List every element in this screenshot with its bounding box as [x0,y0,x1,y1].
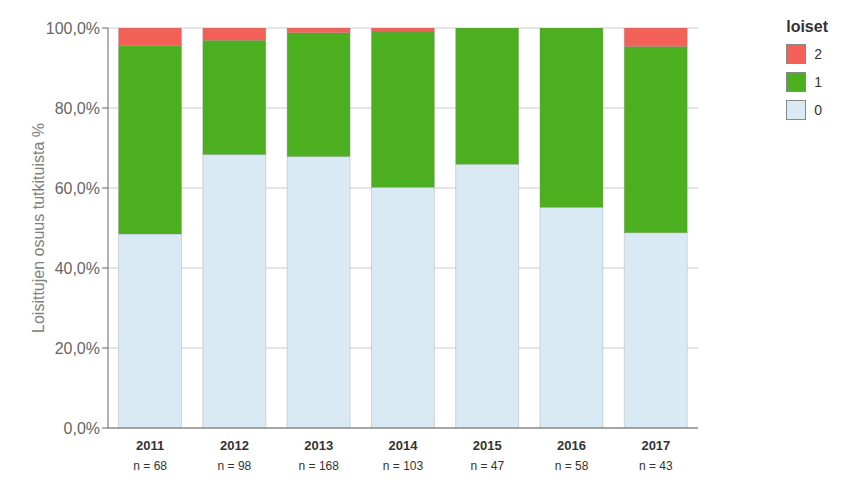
svg-text:n = 168: n = 168 [299,459,340,473]
html-text:loiset: loiset [786,18,828,35]
svg-text:n = 68: n = 68 [133,459,167,473]
svg-text:2017: 2017 [641,438,670,453]
svg-text:20,0%: 20,0% [55,340,100,357]
svg-text:2011: 2011 [136,438,164,453]
svg-text:n = 58: n = 58 [555,459,589,473]
html-text:2: 2 [814,46,822,62]
html-text:0: 0 [814,102,822,118]
svg-text:n = 47: n = 47 [470,459,504,473]
svg-text:2015: 2015 [473,438,502,453]
svg-text:60,0%: 60,0% [55,180,100,197]
svg-text:100,0%: 100,0% [46,20,100,37]
svg-text:n = 43: n = 43 [639,459,673,473]
svg-text:2016: 2016 [557,438,586,453]
svg-text:n = 98: n = 98 [218,459,252,473]
svg-text:2012: 2012 [220,438,249,453]
svg-text:0,0%: 0,0% [64,420,100,437]
svg-text:2014: 2014 [389,438,419,453]
svg-text:40,0%: 40,0% [55,260,100,277]
svg-text:n = 103: n = 103 [383,459,424,473]
svg-text:Loisittujen osuus tutkituista: Loisittujen osuus tutkituista % [30,123,47,333]
svg-text:80,0%: 80,0% [55,100,100,117]
svg-text:2013: 2013 [304,438,333,453]
html-text:1: 1 [814,74,822,90]
